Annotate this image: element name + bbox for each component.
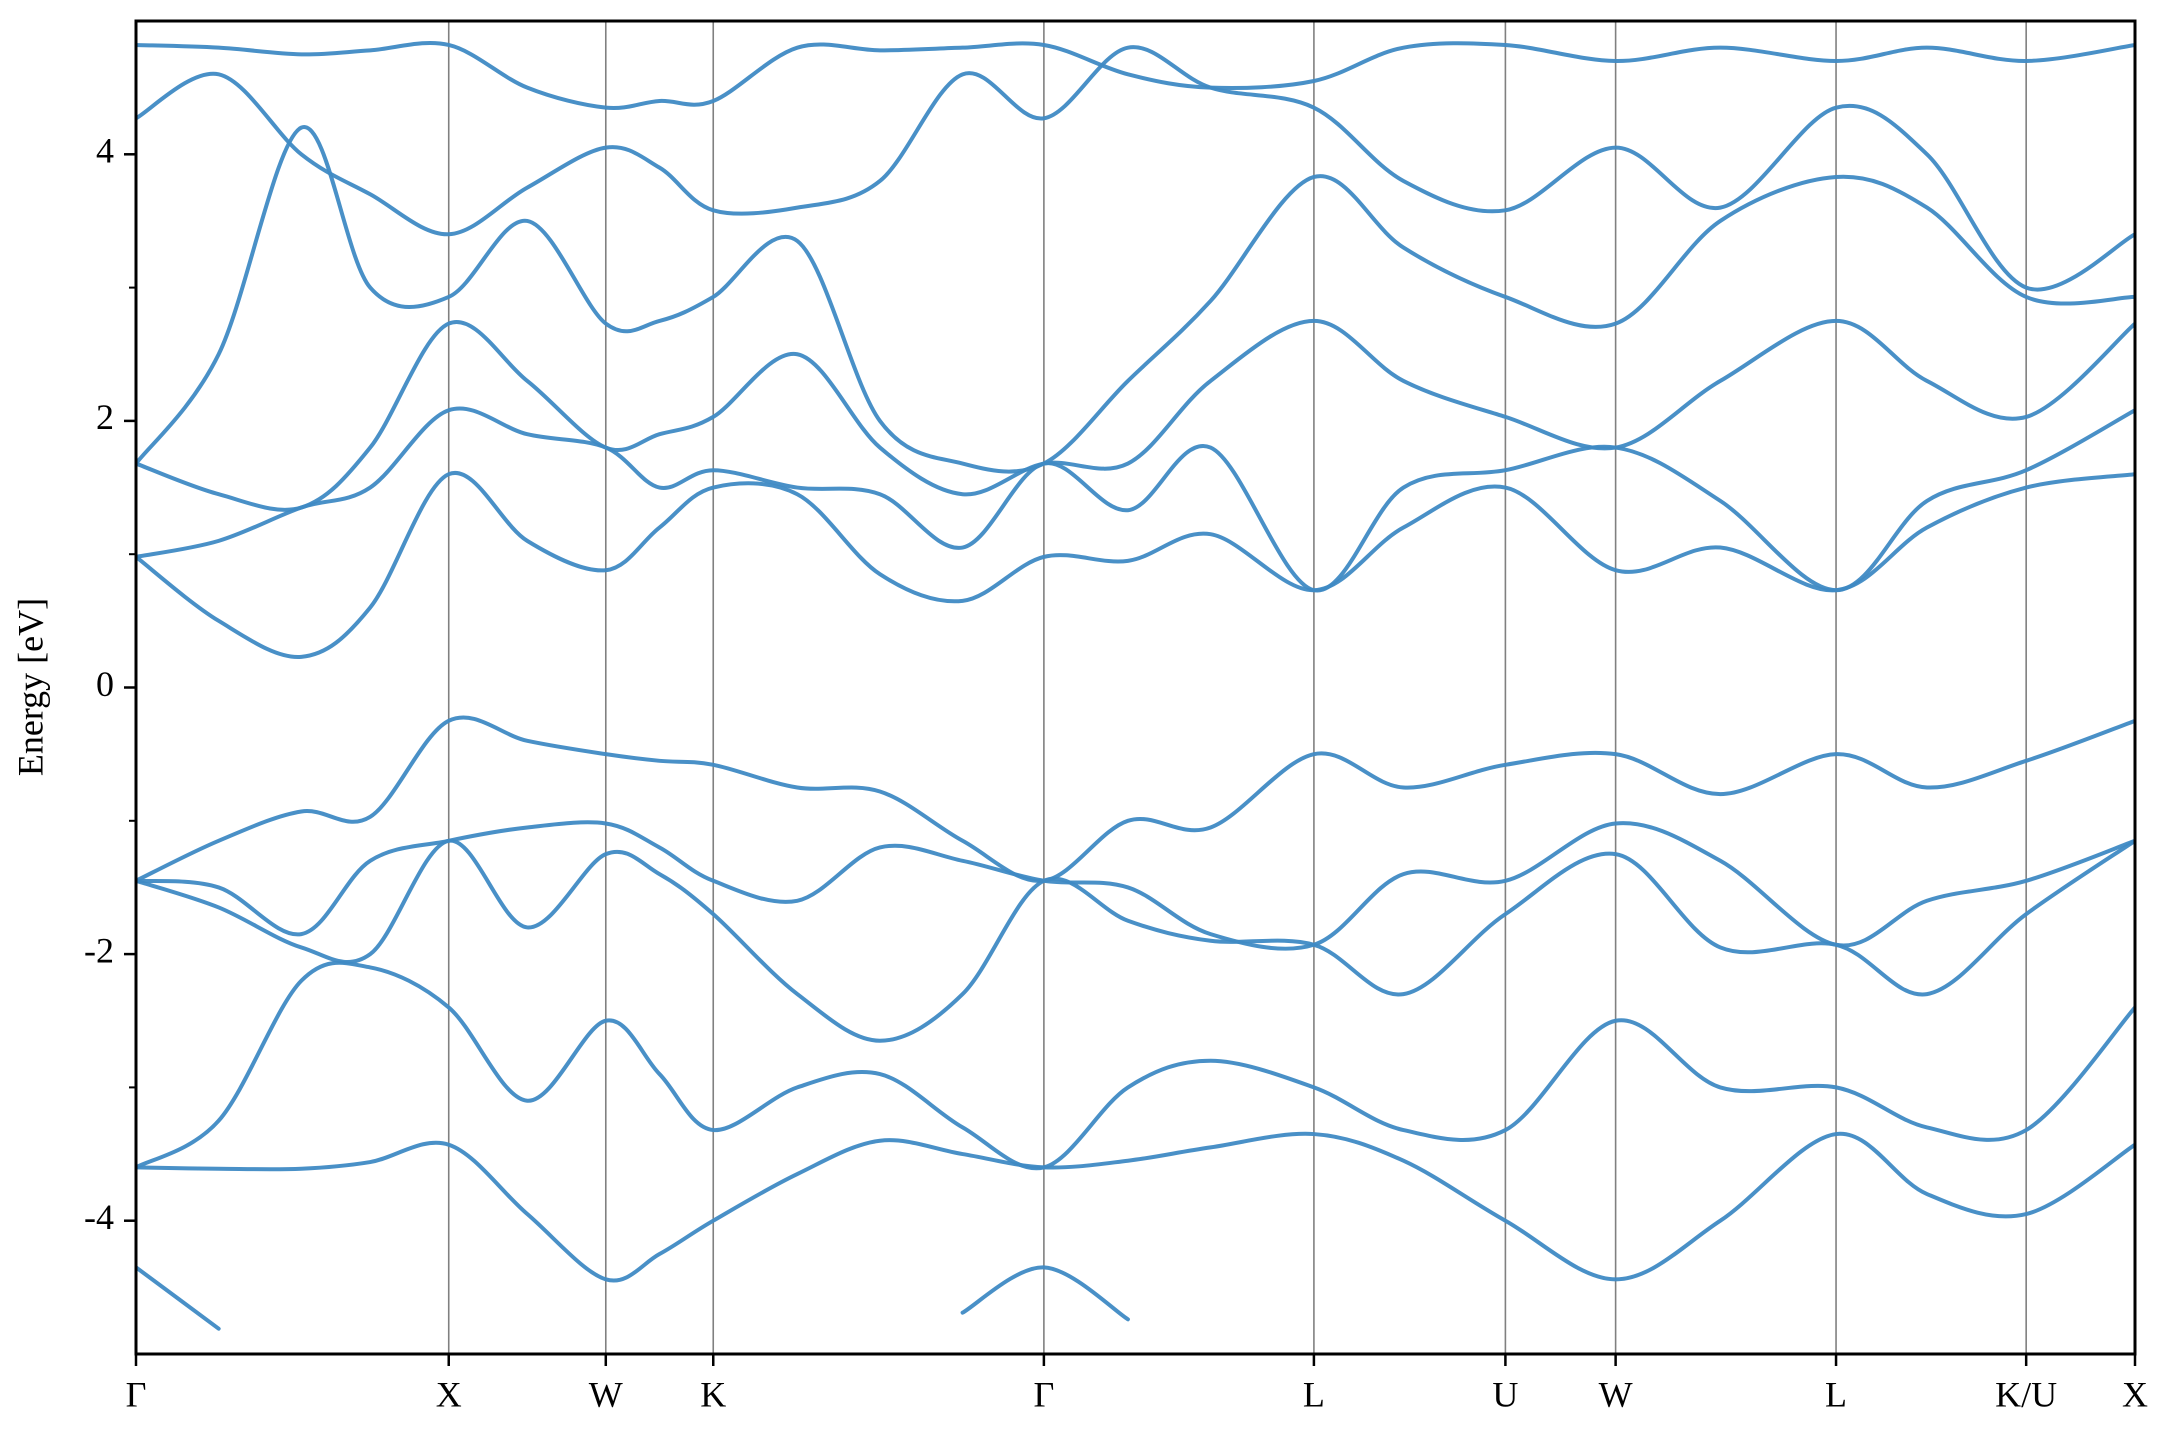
y-axis-label: Energy [eV] bbox=[10, 598, 50, 776]
axes: Γ X W K Γ L U W L K/U X -4 -2 0 2 4 bbox=[84, 19, 2148, 1414]
x-tick-label: W bbox=[1599, 1374, 1633, 1414]
x-tick-label: Γ bbox=[126, 1374, 147, 1414]
band-line bbox=[136, 41, 2135, 111]
x-tick-label: X bbox=[2122, 1374, 2148, 1414]
y-tick-label: -4 bbox=[84, 1197, 114, 1237]
band-line bbox=[136, 125, 2135, 474]
y-tick-label: 2 bbox=[96, 397, 114, 437]
y-tick-label: 4 bbox=[96, 131, 114, 171]
x-tick-label: L bbox=[1303, 1374, 1325, 1414]
x-tick-label: L bbox=[1825, 1374, 1847, 1414]
y-tick-label: 0 bbox=[96, 664, 114, 704]
x-tick-label: W bbox=[589, 1374, 623, 1414]
grid bbox=[135, 21, 2136, 1354]
band-line bbox=[136, 45, 2135, 292]
y-tick-label: -2 bbox=[84, 930, 114, 970]
band-line bbox=[136, 1131, 2135, 1283]
band-line bbox=[136, 960, 2135, 1171]
band-line bbox=[136, 838, 2135, 1043]
x-tick-label: K bbox=[700, 1374, 726, 1414]
band-line bbox=[136, 820, 2135, 951]
band-line bbox=[136, 470, 2135, 659]
band-line bbox=[136, 1265, 1130, 1331]
x-tick-label: K/U bbox=[1995, 1374, 2057, 1414]
band-line bbox=[136, 715, 2135, 883]
x-tick-label: Γ bbox=[1033, 1374, 1054, 1414]
bands bbox=[136, 41, 2135, 1331]
plot-frame bbox=[134, 19, 2137, 1356]
band-line bbox=[136, 406, 2135, 593]
x-tick-label: X bbox=[436, 1374, 462, 1414]
x-tick-label: U bbox=[1492, 1374, 1518, 1414]
